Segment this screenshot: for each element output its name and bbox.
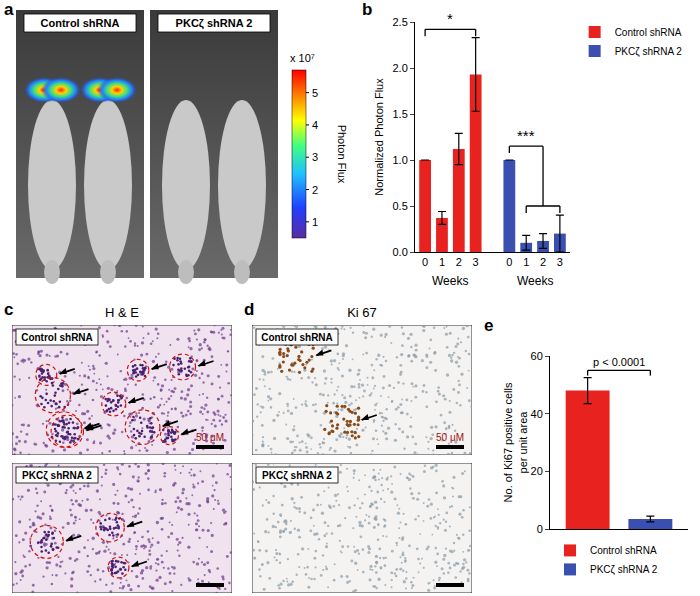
- svg-text:Photon Flux: Photon Flux: [336, 125, 348, 184]
- svg-text:Weeks: Weeks: [432, 274, 468, 288]
- html-text:a: a: [4, 0, 14, 19]
- svg-text:Control shRNA: Control shRNA: [261, 332, 333, 343]
- svg-text:1: 1: [312, 216, 318, 228]
- svg-text:Normalized Photon Flux: Normalized Photon Flux: [373, 78, 385, 196]
- svg-text:4: 4: [312, 119, 318, 131]
- svg-text:3: 3: [473, 256, 479, 268]
- svg-text:PKCζ shRNA 2: PKCζ shRNA 2: [176, 17, 253, 30]
- svg-text:PKCζ shRNA 2: PKCζ shRNA 2: [615, 46, 683, 58]
- html-text:c: c: [4, 300, 14, 319]
- svg-text:3: 3: [557, 256, 563, 268]
- svg-text:2.5: 2.5: [393, 16, 408, 28]
- svg-text:40: 40: [531, 408, 543, 420]
- svg-text:0: 0: [506, 256, 512, 268]
- svg-text:2: 2: [312, 184, 318, 196]
- svg-text:0.5: 0.5: [393, 200, 408, 212]
- svg-text:60: 60: [531, 350, 543, 362]
- svg-text:Control shRNA: Control shRNA: [41, 17, 120, 29]
- svg-text:No. of Ki67 positive cellsper: No. of Ki67 positive cellsper unit area: [502, 382, 528, 502]
- svg-text:Ki 67: Ki 67: [347, 305, 377, 320]
- svg-text:Control shRNA: Control shRNA: [21, 332, 93, 343]
- html-text:e: e: [484, 316, 494, 335]
- svg-text:H & E: H & E: [105, 305, 139, 320]
- svg-text:2: 2: [540, 256, 546, 268]
- svg-text:3: 3: [312, 151, 318, 163]
- svg-text:p < 0.0001: p < 0.0001: [593, 356, 645, 368]
- svg-text:1.0: 1.0: [393, 154, 408, 166]
- svg-text:Control shRNA: Control shRNA: [615, 27, 682, 38]
- svg-text:20: 20: [531, 465, 543, 477]
- svg-text:1: 1: [523, 256, 529, 268]
- svg-text:x 10⁷: x 10⁷: [290, 52, 315, 64]
- svg-text:1: 1: [439, 256, 445, 268]
- svg-text:1.5: 1.5: [393, 108, 408, 120]
- svg-text:Weeks: Weeks: [517, 274, 553, 288]
- svg-text:***: ***: [517, 127, 535, 144]
- svg-text:0: 0: [537, 523, 543, 535]
- svg-text:*: *: [447, 10, 453, 27]
- svg-text:2: 2: [456, 256, 462, 268]
- svg-text:50 μM: 50 μM: [436, 432, 464, 443]
- svg-text:Control shRNA: Control shRNA: [590, 545, 657, 556]
- svg-text:PKCζ shRNA 2: PKCζ shRNA 2: [22, 470, 92, 482]
- html-text:b: b: [362, 0, 373, 19]
- svg-text:0: 0: [422, 256, 428, 268]
- html-text:d: d: [244, 300, 255, 319]
- svg-text:PKCζ shRNA 2: PKCζ shRNA 2: [262, 470, 332, 482]
- svg-text:5: 5: [312, 87, 318, 99]
- svg-text:2.0: 2.0: [393, 62, 408, 74]
- svg-text:0.0: 0.0: [393, 246, 408, 258]
- svg-text:PKCζ shRNA 2: PKCζ shRNA 2: [590, 564, 658, 576]
- svg-text:50 μM: 50 μM: [196, 432, 224, 443]
